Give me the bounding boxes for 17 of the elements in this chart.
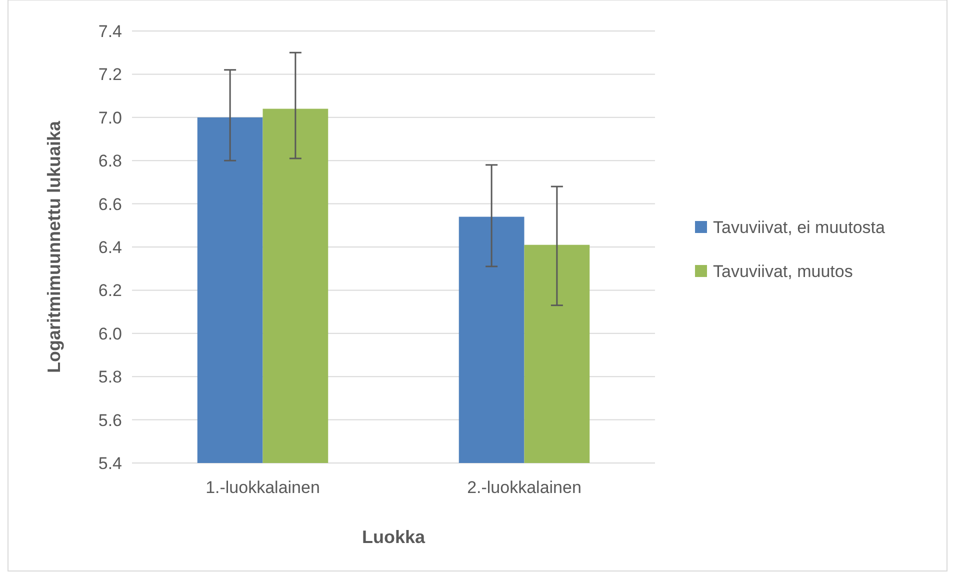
y-tick-label: 6.6 <box>98 194 122 214</box>
y-tick-label: 5.6 <box>98 410 122 430</box>
y-tick-label: 7.4 <box>98 22 122 41</box>
y-axis-title: Logaritmimuunnettu lukuaika <box>44 120 64 374</box>
x-tick-label: 2.-luokkalainen <box>467 478 582 497</box>
legend-label: Tavuviivat, ei muutosta <box>713 218 886 237</box>
y-tick-label: 5.8 <box>98 368 122 387</box>
y-tick-label: 6.8 <box>98 152 122 171</box>
x-tick-label: 1.-luokkalainen <box>206 478 320 497</box>
y-tick-label: 6.2 <box>98 281 122 300</box>
y-tick-label: 7.2 <box>98 65 122 84</box>
y-tick-label: 7.0 <box>98 108 122 128</box>
x-axis-title: Luokka <box>362 527 426 547</box>
y-tick-label: 6.0 <box>98 324 122 344</box>
y-tick-label: 5.4 <box>98 454 122 473</box>
y-tick-label: 6.4 <box>98 238 122 257</box>
legend-label: Tavuviivat, muutos <box>713 262 853 281</box>
